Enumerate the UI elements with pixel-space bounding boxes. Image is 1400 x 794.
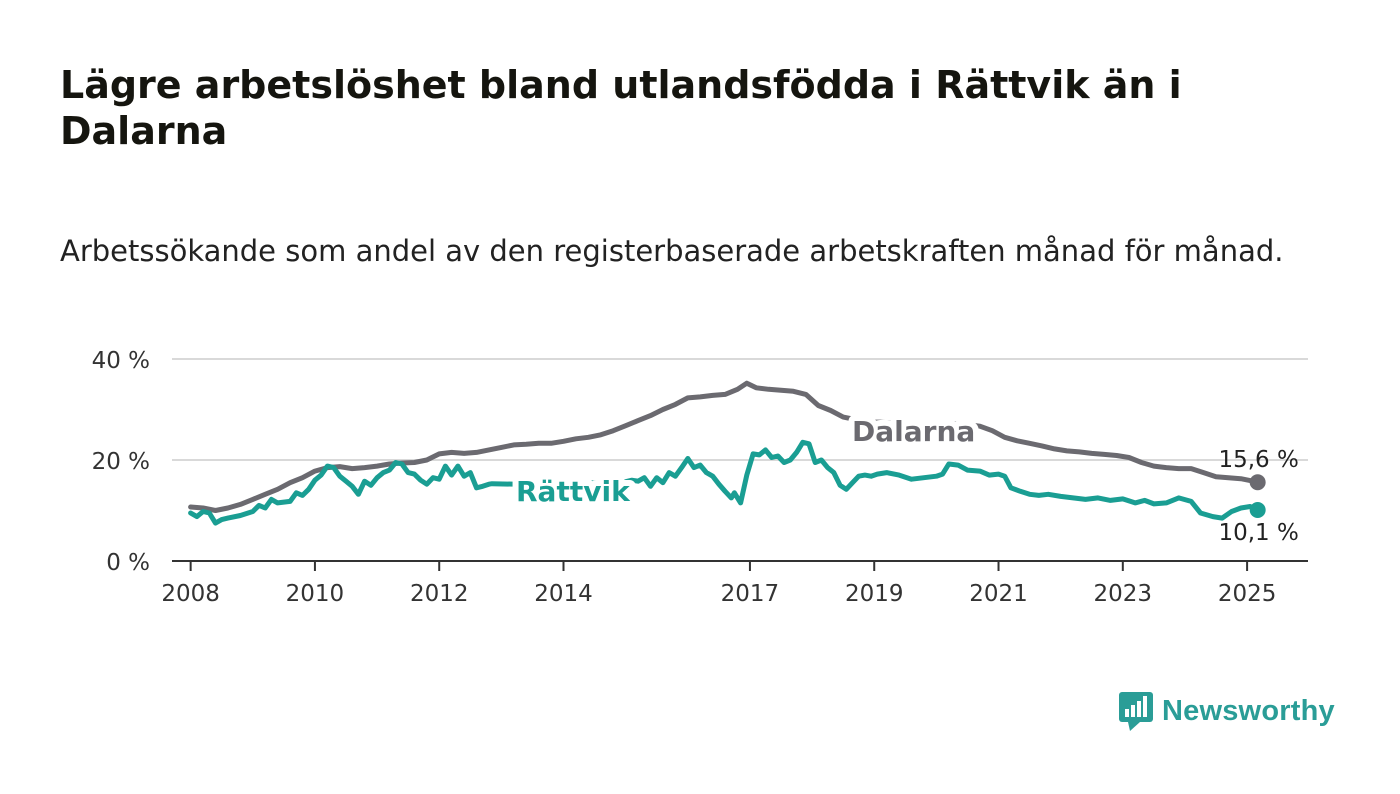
series-label-rattvik-halo: Rättvik [516, 475, 631, 508]
end-value-label-rattvik: 10,1 % [1218, 520, 1298, 546]
x-tick-label: 2023 [1094, 581, 1153, 607]
x-tick-label: 2019 [845, 581, 904, 607]
end-point-dalarna [1249, 474, 1266, 491]
x-tick-label: 2012 [410, 581, 469, 607]
x-tick-label: 2008 [161, 581, 220, 607]
x-tick-label: 2010 [286, 581, 345, 607]
brand-name: Newsworthy [1162, 694, 1335, 727]
x-tick-label: 2014 [534, 581, 593, 607]
end-point-rattvik [1249, 501, 1266, 518]
chart-subtitle: Arbetssökande som andel av den registerb… [60, 234, 1284, 268]
series-label-rattvik: Rättvik [516, 475, 631, 508]
end-value-label-dalarna: 15,6 % [1218, 447, 1298, 473]
series-line-rattvik [188, 439, 1261, 526]
brand-logo: Newsworthy [1118, 690, 1335, 732]
series-line-dalarna [188, 380, 1261, 513]
y-tick-label: 40 % [92, 348, 150, 374]
y-tick-label: 0 % [106, 550, 150, 576]
newsworthy-logo-icon [1119, 692, 1153, 731]
y-tick-label: 20 % [92, 449, 150, 475]
x-tick-label: 2025 [1218, 581, 1277, 607]
x-tick-label: 2021 [969, 581, 1028, 607]
series-label-dalarna: Dalarna [852, 415, 975, 448]
chart-title: Lägre arbetslöshet bland utlandsfödda i … [60, 63, 1182, 153]
series-label-dalarna-halo: Dalarna [852, 415, 975, 448]
x-tick-label: 2017 [721, 581, 780, 607]
